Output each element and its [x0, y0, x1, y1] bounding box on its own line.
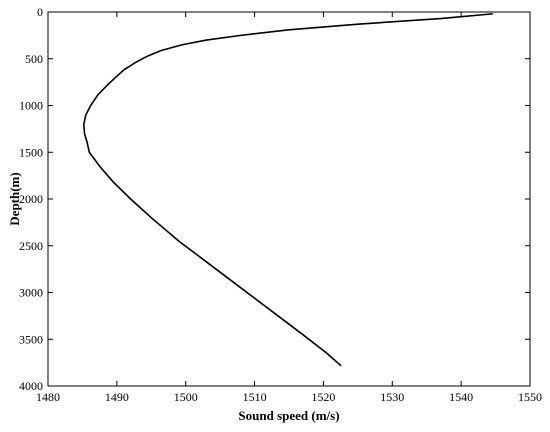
x-tick-label: 1530: [380, 390, 404, 404]
y-tick-label: 3500: [19, 332, 43, 346]
x-tick-label: 1500: [174, 390, 198, 404]
y-tick-label: 0: [37, 5, 43, 19]
y-axis-label: Depth(m): [7, 172, 22, 225]
y-axis-ticks: 0 500 1000 1500 2000 2500 3000 3500 4000: [19, 5, 530, 393]
y-tick-label: 500: [25, 52, 43, 66]
y-tick-label: 2500: [19, 239, 43, 253]
x-axis-ticks: 1480 1490 1500 1510 1520 1530 1540 1550: [36, 12, 542, 404]
y-tick-label: 1000: [19, 99, 43, 113]
plot-frame: [47, 11, 531, 387]
y-tick-label: 1500: [19, 145, 43, 159]
x-tick-label: 1510: [243, 390, 267, 404]
x-tick-label: 1480: [36, 390, 60, 404]
y-tick-label: 3000: [19, 286, 43, 300]
x-tick-label: 1490: [105, 390, 129, 404]
y-tick-label: 2000: [19, 192, 43, 206]
x-tick-label: 1520: [311, 390, 335, 404]
sound-speed-profile-line: [83, 13, 493, 367]
plot-area: [47, 11, 531, 387]
x-tick-label: 1540: [449, 390, 473, 404]
x-tick-label: 1550: [518, 390, 542, 404]
x-axis-label: Sound speed (m/s): [238, 408, 339, 423]
y-tick-label: 4000: [19, 379, 43, 393]
